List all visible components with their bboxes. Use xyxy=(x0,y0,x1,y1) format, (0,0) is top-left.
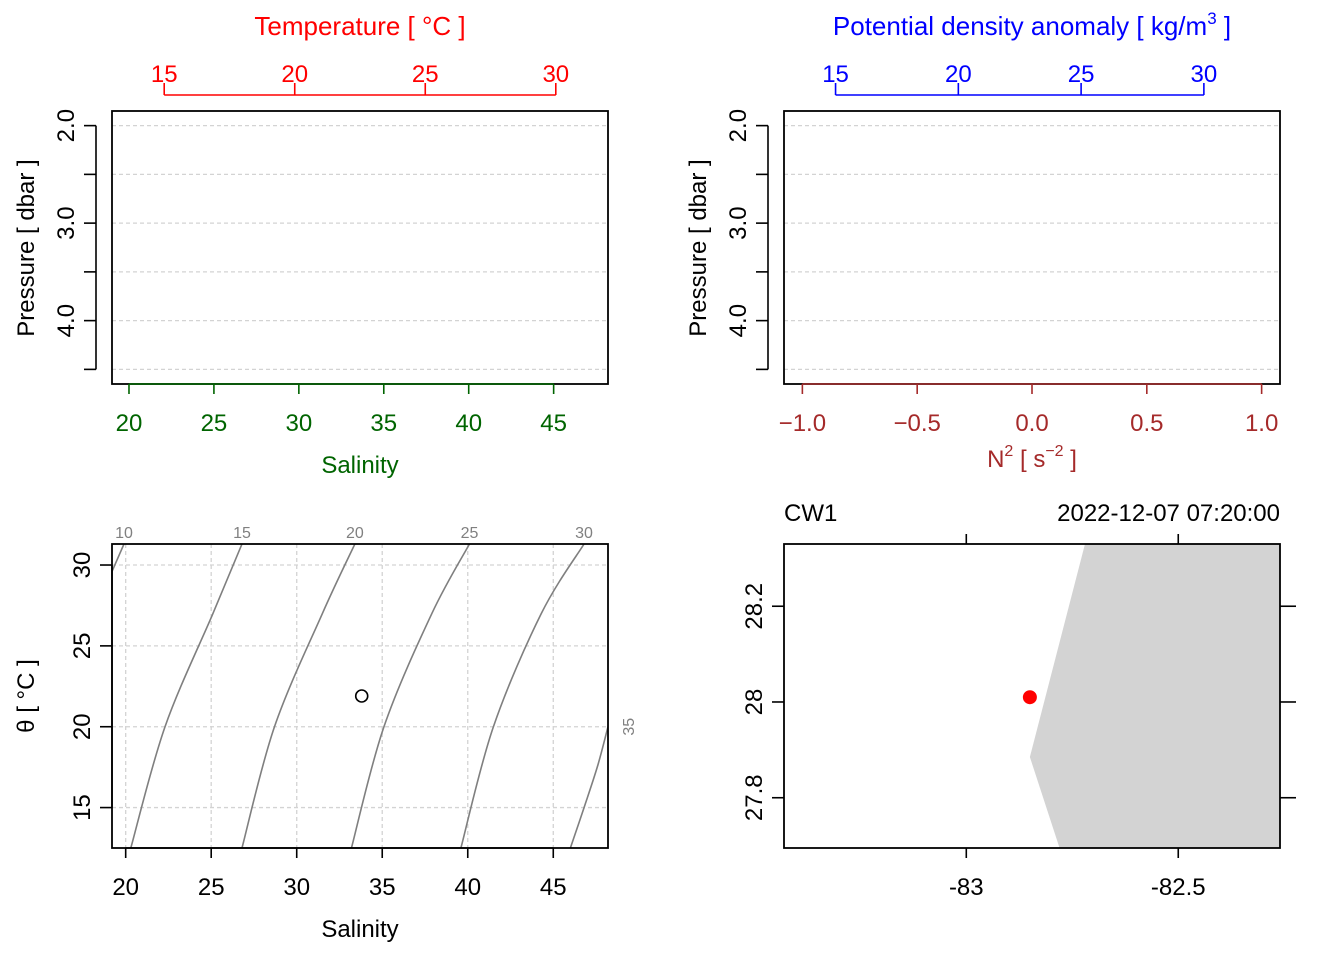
profile-density-bottom-tick-label: 0.5 xyxy=(1130,410,1163,437)
profile-ts-bottom-tick-label: 30 xyxy=(285,410,312,437)
ts-x-tick-label: 40 xyxy=(454,874,481,901)
profile-density-top-tick-label: 15 xyxy=(822,61,849,88)
station-map-axes: -83 -82.5 27.8 28 28.2 xyxy=(741,534,1296,901)
profile-density-top-tick-label: 20 xyxy=(945,61,972,88)
station-marker xyxy=(1022,690,1037,705)
profile-density-bottom-tick-label: 0.0 xyxy=(1015,410,1048,437)
ts-diagram-gridlines xyxy=(112,544,608,848)
n2-axis-title: N2 [ s−2 ] xyxy=(987,443,1077,473)
station-marker-layer xyxy=(1022,690,1037,705)
profile-density-bottom-tick-label: −1.0 xyxy=(779,410,826,437)
density-contour-35 xyxy=(569,726,608,848)
map-lat-tick-label: 28.2 xyxy=(741,583,768,630)
profile-ts-bottom-tick-label: 45 xyxy=(540,410,567,437)
profile-ts-top-tick-label: 25 xyxy=(412,61,439,88)
profile-ts-bottom-tick-label: 35 xyxy=(370,410,397,437)
profile-ts-top-tick-label: 20 xyxy=(281,61,308,88)
n2-axis-title-mid: [ s xyxy=(1013,446,1045,473)
profile-ts-bottom-tick-label: 25 xyxy=(201,410,228,437)
density-contour-label-20: 20 xyxy=(346,525,364,542)
ts-data-points xyxy=(354,689,369,703)
density-axis-title-text: Potential density anomaly [ kg/m xyxy=(833,11,1207,41)
map-lat-tick-label: 27.8 xyxy=(741,774,768,821)
density-contours xyxy=(112,544,608,848)
profile-density-pressure-tick-label: 2.0 xyxy=(725,109,752,142)
station-name: CW1 xyxy=(784,500,837,527)
n2-axis-title-end: ] xyxy=(1064,446,1077,473)
density-contour-10 xyxy=(112,544,125,572)
ts-xlabel: Salinity xyxy=(321,916,398,943)
profile-ts-bottom-tick-label: 40 xyxy=(455,410,482,437)
profile-ts-axes: 2.0 3.0 4.0 15 20 25 30 20 25 30 35 40 45 xyxy=(53,61,569,437)
ts-x-tick-label: 45 xyxy=(540,874,567,901)
ts-y-tick-label: 15 xyxy=(69,794,96,821)
n2-axis-title-text: N xyxy=(987,446,1004,473)
profile-ts-pressure-tick-label: 4.0 xyxy=(53,304,80,337)
map-lon-tick-label: -83 xyxy=(949,874,984,901)
temperature-axis-title: Temperature [ °C ] xyxy=(254,11,465,41)
ts-x-tick-label: 30 xyxy=(283,874,310,901)
density-contour-label-35: 35 xyxy=(621,718,638,736)
profile-ts-top-tick-label: 30 xyxy=(542,61,569,88)
density-contour-label-30: 30 xyxy=(575,525,593,542)
density-axis-title-end: ] xyxy=(1217,11,1231,41)
ts-data-point xyxy=(354,689,369,703)
profile-density-bottom-tick-label: 1.0 xyxy=(1245,410,1278,437)
density-contour-15 xyxy=(130,544,243,848)
profile-ts-top-tick-label: 15 xyxy=(151,61,178,88)
ts-y-tick-label: 30 xyxy=(69,552,96,579)
ts-x-tick-label: 25 xyxy=(198,874,225,901)
ts-x-tick-label: 20 xyxy=(112,874,139,901)
profile-ts-pressure-tick-label: 3.0 xyxy=(53,206,80,239)
ts-y-tick-label: 25 xyxy=(69,633,96,660)
n2-axis-title-sup: 2 xyxy=(1004,443,1013,460)
ts-y-tick-label: 20 xyxy=(69,713,96,740)
profile-density-pressure-tick-label: 3.0 xyxy=(725,206,752,239)
density-contour-30 xyxy=(460,544,585,848)
profile-density-top-tick-label: 30 xyxy=(1191,61,1218,88)
profile-ts-panel: 2.0 3.0 4.0 15 20 25 30 20 25 30 35 40 45 Temperatur… xyxy=(13,11,609,479)
ts-ylabel: θ [ °C ] xyxy=(13,659,40,733)
station-datetime: 2022-12-07 07:20:00 xyxy=(1057,500,1280,527)
ts-diagram-panel: 10 15 20 25 30 35 20 25 30 35 40 45 15 20 25 30 Salini… xyxy=(13,525,638,943)
profile-density-bottom-tick-label: −0.5 xyxy=(893,410,940,437)
profile-density-gridlines xyxy=(784,124,1280,371)
profile-ts-gridlines xyxy=(112,124,608,371)
ts-x-tick-label: 35 xyxy=(369,874,396,901)
density-axis-title: Potential density anomaly [ kg/m3 ] xyxy=(833,9,1231,41)
pressure-axis-title: Pressure [ dbar ] xyxy=(13,159,40,336)
pressure-axis-title-2: Pressure [ dbar ] xyxy=(685,159,712,336)
n2-axis-title-sup2: −2 xyxy=(1045,443,1063,460)
density-axis-title-sup: 3 xyxy=(1207,9,1216,28)
profile-density-panel: 2.0 3.0 4.0 15 20 25 30 −1.0 −0.5 0.0 0.5 1.0 Poten… xyxy=(685,9,1281,473)
density-contour-label-10: 10 xyxy=(115,525,133,542)
profile-density-axes: 2.0 3.0 4.0 15 20 25 30 −1.0 −0.5 0.0 0.5 1.0 xyxy=(725,61,1278,437)
salinity-axis-title: Salinity xyxy=(321,452,398,479)
density-contour-labels: 10 15 20 25 30 35 xyxy=(115,525,638,736)
profile-ts-pressure-tick-label: 2.0 xyxy=(53,109,80,142)
map-lon-tick-label: -82.5 xyxy=(1151,874,1206,901)
profile-density-pressure-tick-label: 4.0 xyxy=(725,304,752,337)
density-contour-label-15: 15 xyxy=(233,525,251,542)
ts-diagram-axes: 20 25 30 35 40 45 15 20 25 30 xyxy=(69,552,567,901)
map-lat-tick-label: 28 xyxy=(741,689,768,716)
station-map-frame xyxy=(783,543,1281,849)
land-polygon xyxy=(1029,544,1280,848)
profile-ts-bottom-tick-label: 20 xyxy=(116,410,143,437)
density-contour-label-25: 25 xyxy=(461,525,479,542)
station-map-panel: -83 -82.5 27.8 28 28.2 CW1 2022-12-07 07:20:… xyxy=(741,500,1296,901)
coastline-land xyxy=(1029,544,1280,848)
density-contour-20 xyxy=(241,544,356,848)
density-contour-25 xyxy=(350,544,471,848)
profile-density-top-tick-label: 25 xyxy=(1068,61,1095,88)
